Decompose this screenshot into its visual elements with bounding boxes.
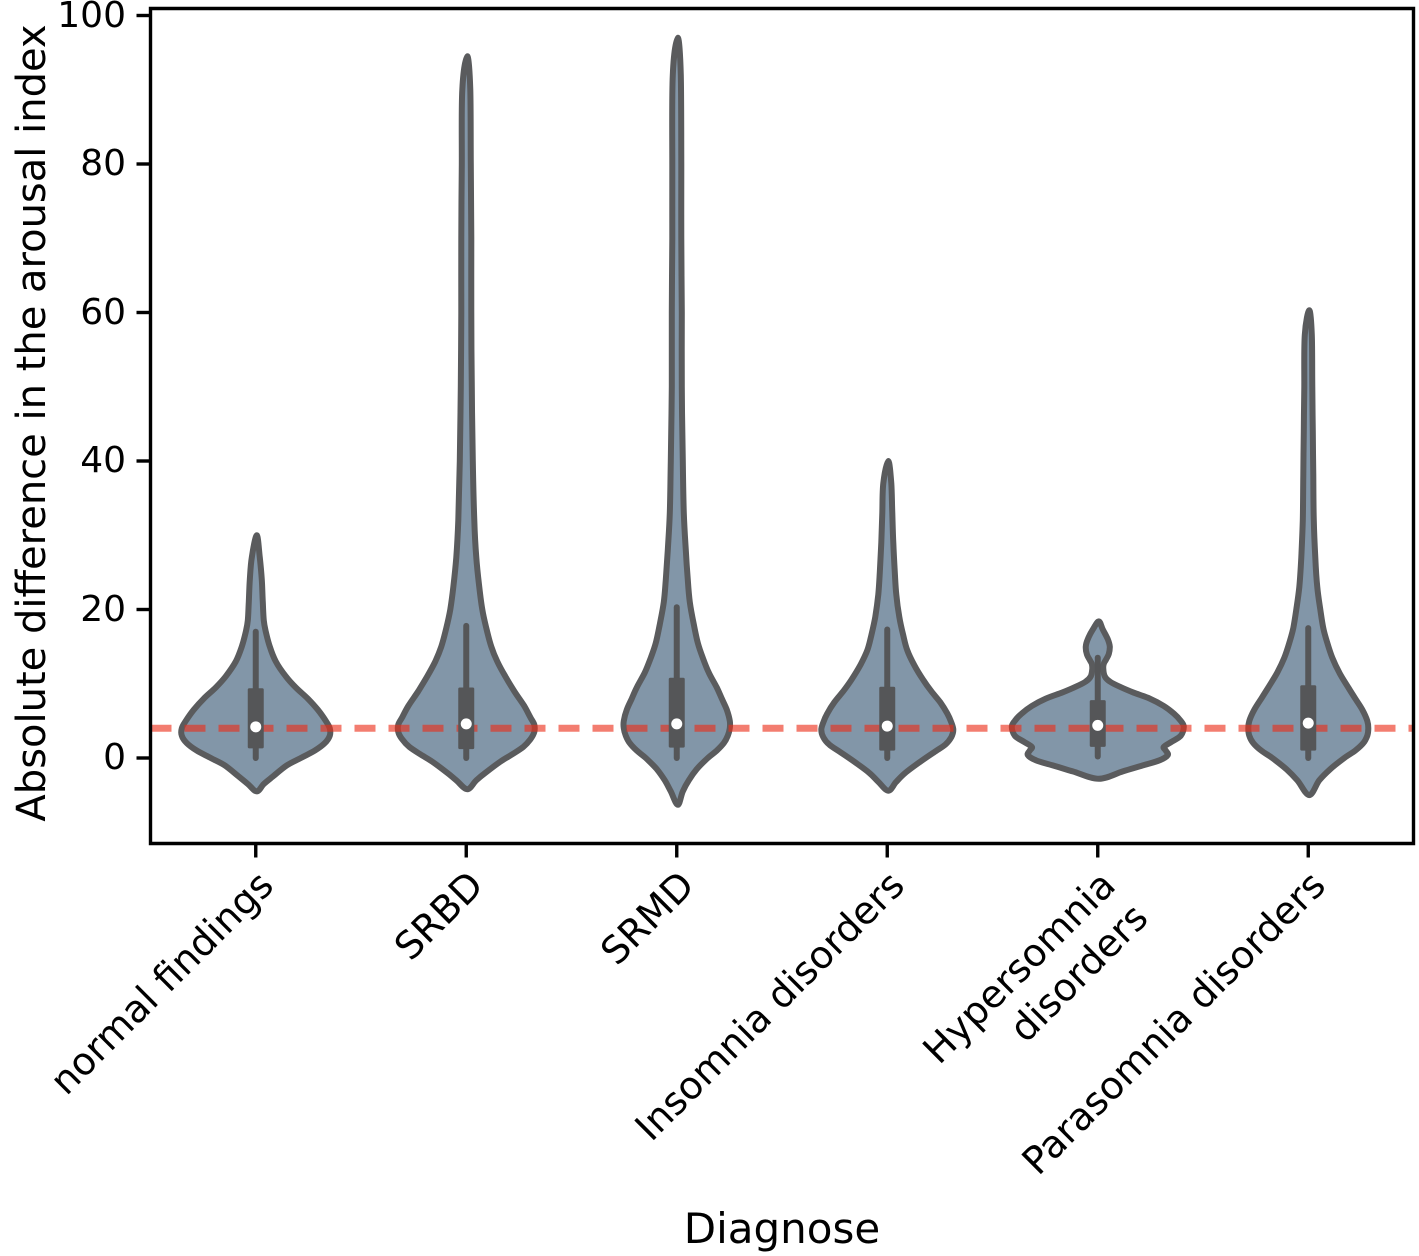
y-tick-label-40: 40 bbox=[80, 440, 126, 481]
median-dot-3 bbox=[881, 720, 893, 732]
axes-layer bbox=[136, 6, 1416, 858]
violin-2 bbox=[620, 34, 734, 808]
y-tick-label-60: 60 bbox=[80, 291, 126, 333]
y-tick-label-0: 0 bbox=[103, 737, 126, 778]
median-dot-4 bbox=[1092, 719, 1104, 731]
violin-1 bbox=[394, 53, 538, 793]
iqr-box-2 bbox=[668, 677, 685, 748]
iqr-box-3 bbox=[879, 686, 896, 751]
violin-3 bbox=[818, 458, 957, 794]
x-axis-label: Diagnose bbox=[683, 1204, 881, 1253]
y-tick-label-80: 80 bbox=[80, 143, 126, 184]
median-dot-2 bbox=[671, 718, 683, 730]
violins-layer bbox=[178, 34, 1372, 808]
iqr-box-1 bbox=[458, 687, 475, 750]
iqr-box-0 bbox=[247, 688, 264, 749]
median-dot-5 bbox=[1302, 717, 1314, 729]
y-axis-label: Absolute difference in the arousal index bbox=[9, 24, 55, 822]
plot-spines bbox=[148, 6, 1416, 846]
y-tick-label-100: 100 bbox=[57, 0, 126, 36]
boxplot-layer bbox=[247, 604, 1317, 761]
y-tick-label-20: 20 bbox=[80, 588, 126, 630]
violin-5 bbox=[1245, 307, 1372, 799]
median-dot-1 bbox=[460, 718, 472, 730]
median-dot-0 bbox=[250, 721, 262, 733]
